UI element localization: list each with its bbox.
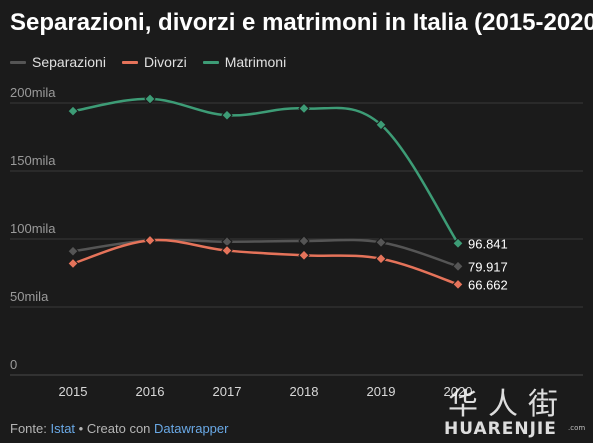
data-point-separazioni-2019 — [375, 236, 387, 249]
data-point-separazioni-2018 — [298, 235, 310, 247]
data-point-divorzi-2019 — [375, 253, 387, 265]
end-value-label-matrimoni: 96.841 — [468, 236, 508, 251]
legend-swatch-separazioni — [10, 60, 26, 64]
watermark-brand: HUARENJIE — [444, 419, 557, 439]
y-tick-label-100mila: 100mila — [10, 221, 56, 236]
y-tick-label-50mila: 50mila — [10, 289, 49, 304]
data-point-matrimoni-2017 — [221, 109, 233, 121]
legend-item-matrimoni: Matrimoni — [202, 53, 287, 71]
data-point-matrimoni-2019 — [375, 119, 387, 131]
footer-prefix: Fonte: — [10, 421, 51, 436]
huarenjie-watermark-logo: 华人街 HUARENJIE .com — [444, 387, 585, 439]
data-point-divorzi-2015 — [67, 257, 79, 270]
data-point-matrimoni-2016 — [144, 93, 156, 105]
data-point-divorzi-2016 — [144, 234, 156, 247]
legend-swatch-divorzi — [121, 60, 138, 64]
data-point-matrimoni-2015 — [67, 105, 79, 117]
y-tick-label-150mila: 150mila — [10, 153, 56, 168]
data-point-divorzi-2017 — [221, 244, 233, 257]
data-point-separazioni-2020 — [452, 260, 464, 273]
data-point-divorzi-2018 — [298, 249, 310, 262]
x-tick-label-2019: 2019 — [367, 384, 396, 399]
data-point-matrimoni-2018 — [298, 102, 310, 115]
x-tick-label-2016: 2016 — [136, 384, 165, 399]
end-value-label-separazioni: 79.917 — [468, 259, 508, 274]
series-line-divorzi — [71, 238, 460, 286]
legend-item-divorzi: Divorzi — [121, 53, 187, 71]
chart-legend: Separazioni Divorzi Matrimoni — [10, 53, 286, 71]
end-value-label-divorzi: 66.662 — [468, 277, 508, 292]
x-tick-label-2017: 2017 — [213, 384, 242, 399]
legend-swatch-matrimoni — [202, 60, 219, 64]
data-point-separazioni-2015 — [67, 245, 79, 257]
legend-label-matrimoni: Matrimoni — [224, 54, 287, 70]
y-tick-label-0: 0 — [10, 357, 17, 372]
datawrapper-link[interactable]: Datawrapper — [154, 421, 229, 436]
legend-item-separazioni: Separazioni — [10, 53, 106, 71]
chart-footer: Fonte: Istat • Creato con Datawrapper — [10, 421, 228, 436]
source-link[interactable]: Istat — [50, 421, 76, 436]
x-tick-label-2015: 2015 — [59, 384, 88, 399]
watermark-chinese: 华人街 — [448, 387, 568, 422]
chart-title: Separazioni, divorzi e matrimoni in Ital… — [10, 9, 593, 36]
y-tick-label-200mila: 200mila — [10, 85, 56, 100]
watermark-suffix: .com — [568, 424, 585, 432]
legend-label-divorzi: Divorzi — [143, 54, 187, 70]
data-point-matrimoni-2020 — [452, 237, 464, 250]
legend-label-separazioni: Separazioni — [32, 54, 106, 70]
x-tick-label-2018: 2018 — [290, 384, 319, 399]
x-tick-label-2020: 2020 — [444, 384, 473, 399]
footer-separator: • Creato con — [75, 421, 155, 436]
data-point-divorzi-2020 — [452, 278, 464, 291]
